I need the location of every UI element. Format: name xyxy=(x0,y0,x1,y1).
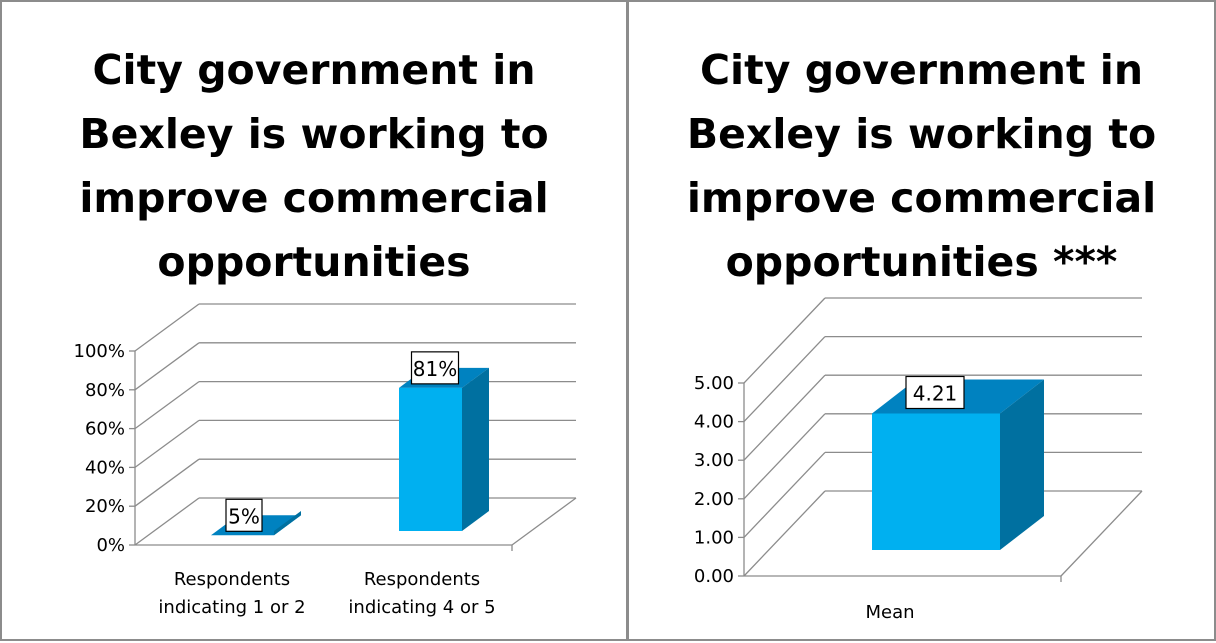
right-bar-side xyxy=(1000,379,1044,550)
left-data-label: 81% xyxy=(413,357,457,381)
left-y-tick-label: 20% xyxy=(85,496,125,517)
left-bar-side xyxy=(274,511,301,536)
right-y-tick-label: 1.00 xyxy=(694,527,734,548)
left-wall-gridline xyxy=(134,458,200,507)
left-wall-gridline xyxy=(134,381,200,430)
left-wall-gridline xyxy=(134,303,200,352)
left-category-label: Respondents indicating 4 or 5 xyxy=(348,569,495,618)
right-data-label: 4.21 xyxy=(913,381,958,405)
left-chart: 0% 20% 40% 60% 80% 100% 5% 81% Respondents indica… xyxy=(74,303,577,618)
left-chart-title: City government in Bexley is working to … xyxy=(79,46,549,286)
left-category-label: Respondents indicating 1 or 2 xyxy=(158,569,305,618)
right-y-tick-label: 4.00 xyxy=(694,412,734,433)
left-floor-edge xyxy=(511,497,577,546)
left-y-tick-label: 40% xyxy=(85,457,125,478)
left-bar xyxy=(399,387,462,531)
left-wall-gridline xyxy=(134,419,200,468)
right-chart-title: City government in Bexley is working to … xyxy=(686,46,1157,286)
right-wall-gridline xyxy=(743,374,826,461)
left-wall-gridline xyxy=(134,497,200,546)
right-y-tick-label: 2.00 xyxy=(694,489,734,510)
right-chart-panel: City government in Bexley is working to … xyxy=(626,0,1216,641)
right-data-label-box xyxy=(905,375,965,410)
right-chart: 0.00 1.00 2.00 3.00 4.00 5.00 4.21 Mean xyxy=(694,297,1143,623)
left-data-label: 5% xyxy=(228,504,260,528)
right-wall-gridline xyxy=(743,490,826,577)
left-y-tick-label: 80% xyxy=(85,380,125,401)
right-y-tick-label: 5.00 xyxy=(694,373,734,394)
left-y-tick-label: 60% xyxy=(85,419,125,440)
right-wall-gridline xyxy=(743,413,826,500)
right-y-tick-label: 0.00 xyxy=(694,566,734,587)
left-y-tick-label: 0% xyxy=(96,535,125,556)
right-wall-gridline xyxy=(743,297,826,384)
right-wall-gridline xyxy=(743,451,826,538)
left-chart-panel: City government in Bexley is working to … xyxy=(0,0,628,641)
left-data-label-box xyxy=(410,351,460,385)
left-y-tick-label: 100% xyxy=(74,341,125,362)
right-y-tick-label: 3.00 xyxy=(694,450,734,471)
right-bar xyxy=(872,413,1000,550)
right-floor-edge xyxy=(1060,490,1143,577)
left-wall-gridline xyxy=(134,342,200,391)
left-bar-side xyxy=(462,367,489,531)
left-data-label-box xyxy=(225,498,263,532)
right-wall-gridline xyxy=(743,336,826,423)
right-category-label: Mean xyxy=(865,602,914,623)
